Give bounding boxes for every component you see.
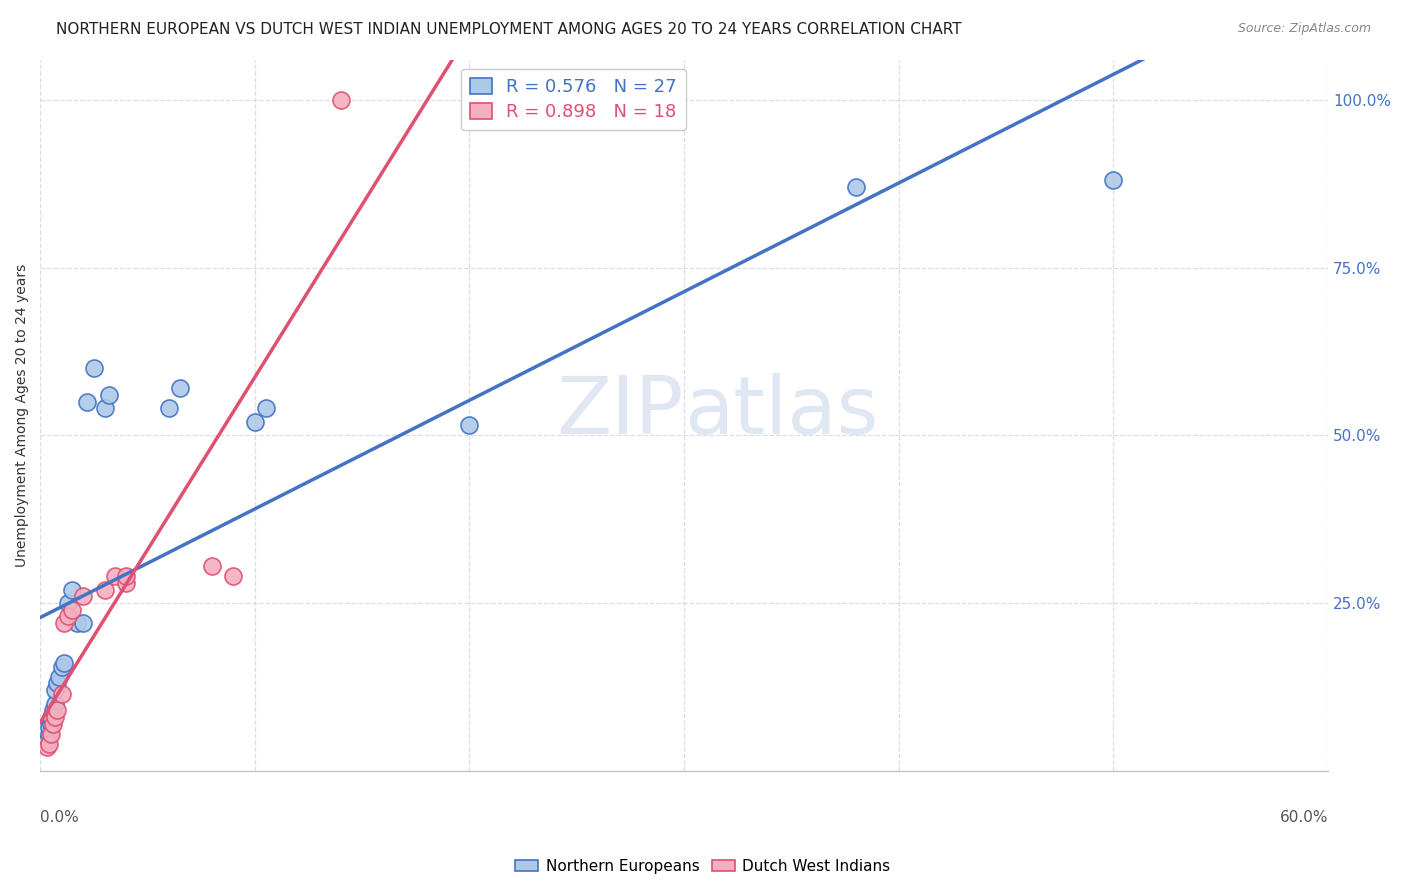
- Point: [35, 733, 58, 747]
- Point: [72, 616, 94, 631]
- Point: [38, 737, 60, 751]
- Point: [104, 569, 127, 583]
- Point: [222, 569, 245, 583]
- Text: ZIP: ZIP: [557, 373, 685, 450]
- Point: [51, 687, 73, 701]
- Text: Source: ZipAtlas.com: Source: ZipAtlas.com: [1237, 22, 1371, 36]
- Point: [93, 401, 115, 416]
- Point: [254, 401, 277, 416]
- Point: [39, 716, 62, 731]
- Point: [52, 657, 75, 671]
- Point: [44, 683, 66, 698]
- Point: [60, 603, 83, 617]
- Point: [83, 361, 105, 376]
- Point: [458, 418, 481, 433]
- Point: [93, 582, 115, 597]
- Point: [115, 575, 138, 590]
- Point: [42, 716, 65, 731]
- Point: [243, 415, 266, 429]
- Point: [35, 740, 58, 755]
- Point: [56, 609, 79, 624]
- Point: [38, 727, 60, 741]
- Point: [845, 180, 868, 194]
- Legend: Northern Europeans, Dutch West Indians: Northern Europeans, Dutch West Indians: [509, 853, 897, 880]
- Point: [44, 710, 66, 724]
- Y-axis label: Unemployment Among Ages 20 to 24 years: Unemployment Among Ages 20 to 24 years: [15, 263, 30, 566]
- Point: [44, 697, 66, 711]
- Point: [169, 381, 191, 395]
- Point: [48, 670, 70, 684]
- Point: [72, 589, 94, 603]
- Point: [42, 703, 65, 717]
- Text: atlas: atlas: [685, 373, 879, 450]
- Point: [97, 388, 120, 402]
- Point: [329, 93, 352, 107]
- Point: [39, 710, 62, 724]
- Point: [46, 703, 69, 717]
- Point: [52, 616, 75, 631]
- Text: NORTHERN EUROPEAN VS DUTCH WEST INDIAN UNEMPLOYMENT AMONG AGES 20 TO 24 YEARS CO: NORTHERN EUROPEAN VS DUTCH WEST INDIAN U…: [56, 22, 962, 37]
- Point: [46, 676, 69, 690]
- Point: [201, 559, 224, 574]
- Text: 0.0%: 0.0%: [41, 810, 79, 825]
- Point: [157, 401, 180, 416]
- Point: [56, 596, 79, 610]
- Point: [65, 616, 87, 631]
- Legend: R = 0.576   N = 27, R = 0.898   N = 18: R = 0.576 N = 27, R = 0.898 N = 18: [461, 69, 686, 130]
- Point: [39, 727, 62, 741]
- Point: [1102, 173, 1125, 187]
- Point: [51, 659, 73, 673]
- Point: [38, 720, 60, 734]
- Point: [60, 582, 83, 597]
- Point: [76, 394, 98, 409]
- Point: [115, 569, 138, 583]
- Text: 60.0%: 60.0%: [1279, 810, 1329, 825]
